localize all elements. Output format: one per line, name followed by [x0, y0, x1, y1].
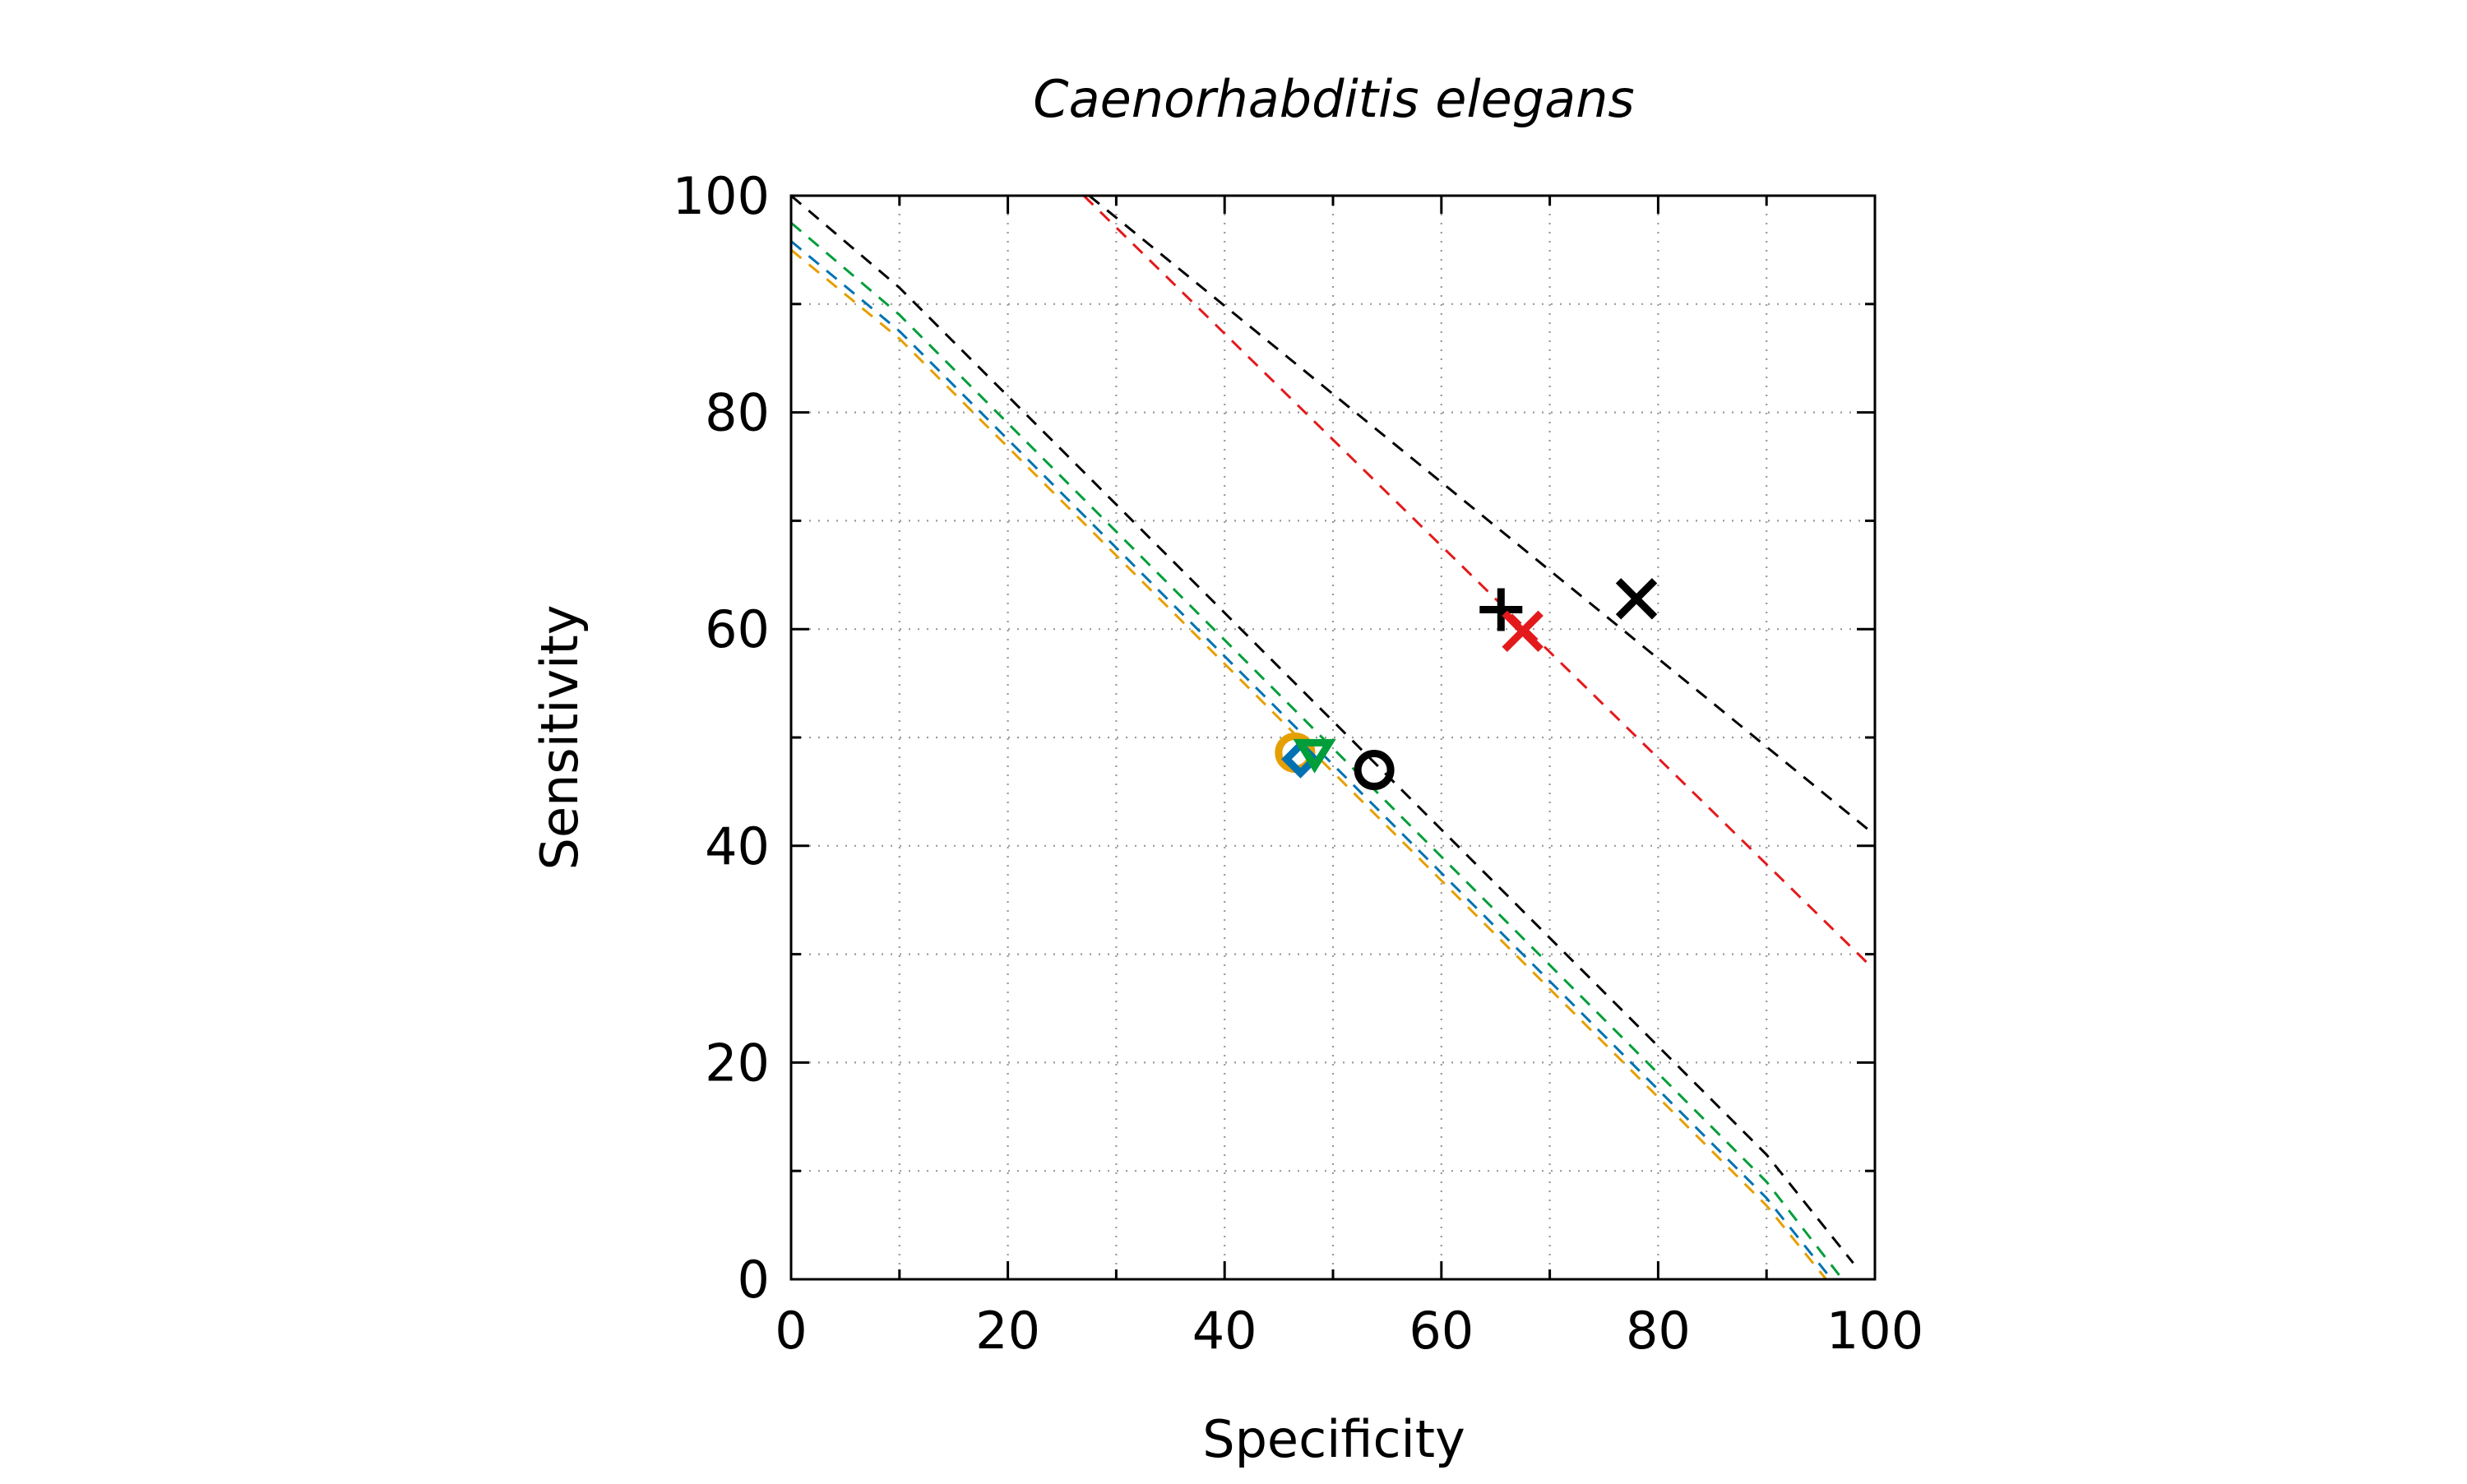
x-tick-label: 80	[1626, 1301, 1691, 1361]
x-axis-label: Specificity	[1202, 1409, 1465, 1469]
marker-x-b	[1615, 578, 1658, 620]
y-axis-label: Sensitivity	[530, 605, 590, 871]
data-point-circle	[1354, 750, 1395, 791]
data-points	[1275, 578, 1658, 791]
grid	[791, 196, 1875, 1279]
y-tick-label: 100	[673, 166, 770, 226]
iso-lines	[790, 194, 1876, 1280]
iso-line	[1082, 194, 1871, 966]
iso-line	[790, 240, 1833, 1280]
iso-line	[790, 248, 1827, 1280]
y-tick-label: 40	[705, 816, 770, 876]
y-tick-label: 60	[705, 599, 770, 659]
x-tick-label: 20	[975, 1301, 1040, 1361]
data-point-x	[1502, 610, 1544, 653]
iso-line	[1088, 194, 1876, 836]
plot-frame	[789, 194, 1877, 1281]
x-tick-label: 40	[1192, 1301, 1257, 1361]
axis-ticks: 0 20 40 60 80 100 0 20 40 60 80 100	[673, 166, 1924, 1361]
marker-x-b	[1502, 610, 1544, 653]
marker-triangle	[1293, 738, 1336, 774]
data-point-x	[1615, 578, 1658, 620]
y-tick-label: 20	[705, 1033, 770, 1093]
y-tick-label: 80	[705, 383, 770, 443]
chart-title: Caenorhabditis elegans	[1033, 69, 1634, 129]
plot-border	[789, 194, 1877, 1281]
y-tick-label: 0	[738, 1250, 770, 1310]
x-tick-label: 100	[1826, 1301, 1923, 1361]
data-point-plus	[1479, 588, 1523, 631]
iso-line	[790, 194, 1854, 1264]
x-tick-label: 60	[1409, 1301, 1474, 1361]
marker-circle	[1354, 750, 1395, 791]
data-point-tri_down	[1293, 738, 1336, 774]
x-tick-label: 0	[775, 1301, 807, 1361]
